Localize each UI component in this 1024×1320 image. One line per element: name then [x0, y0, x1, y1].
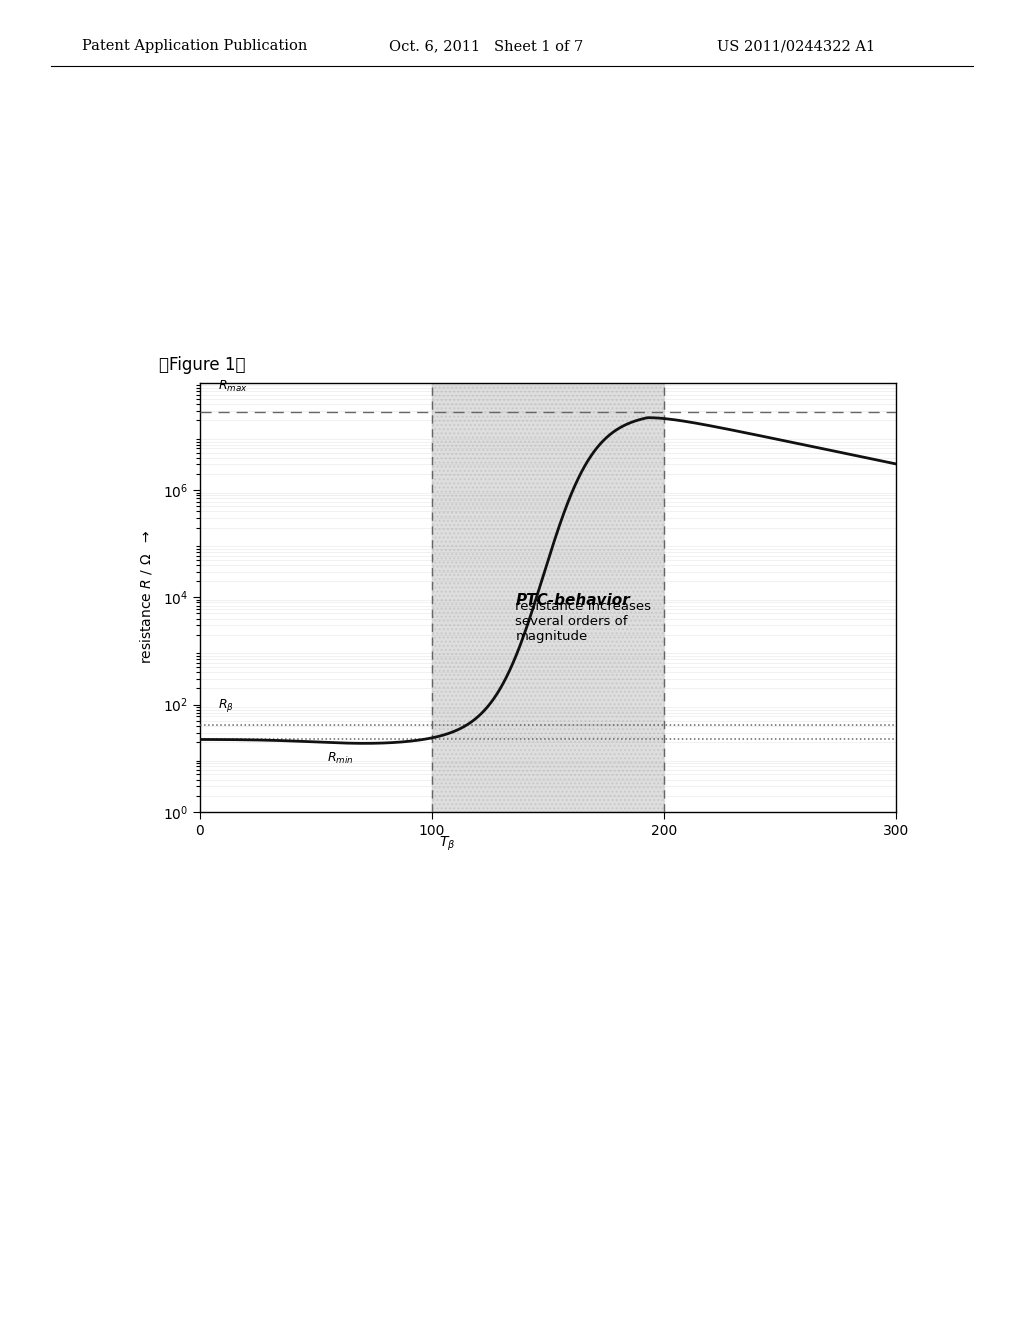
Text: Patent Application Publication: Patent Application Publication: [82, 40, 307, 53]
Text: resistance increases
several orders of
magnitude: resistance increases several orders of m…: [515, 601, 651, 643]
Y-axis label: resistance $R$ / $\Omega$  $\rightarrow$: resistance $R$ / $\Omega$ $\rightarrow$: [138, 531, 155, 664]
Text: $R_{\beta}$: $R_{\beta}$: [218, 697, 234, 714]
Text: US 2011/0244322 A1: US 2011/0244322 A1: [717, 40, 874, 53]
Text: $T_{\beta}$: $T_{\beta}$: [438, 834, 455, 853]
Text: $R_{max}$: $R_{max}$: [218, 379, 248, 393]
Text: 【Figure 1】: 【Figure 1】: [159, 355, 245, 374]
Bar: [432, 383, 664, 812]
Text: $R_{min}$: $R_{min}$: [328, 751, 354, 766]
Text: Oct. 6, 2011   Sheet 1 of 7: Oct. 6, 2011 Sheet 1 of 7: [389, 40, 584, 53]
Bar: [432, 383, 664, 812]
Text: PTC-behavior: PTC-behavior: [515, 594, 630, 609]
Bar: [432, 383, 664, 812]
